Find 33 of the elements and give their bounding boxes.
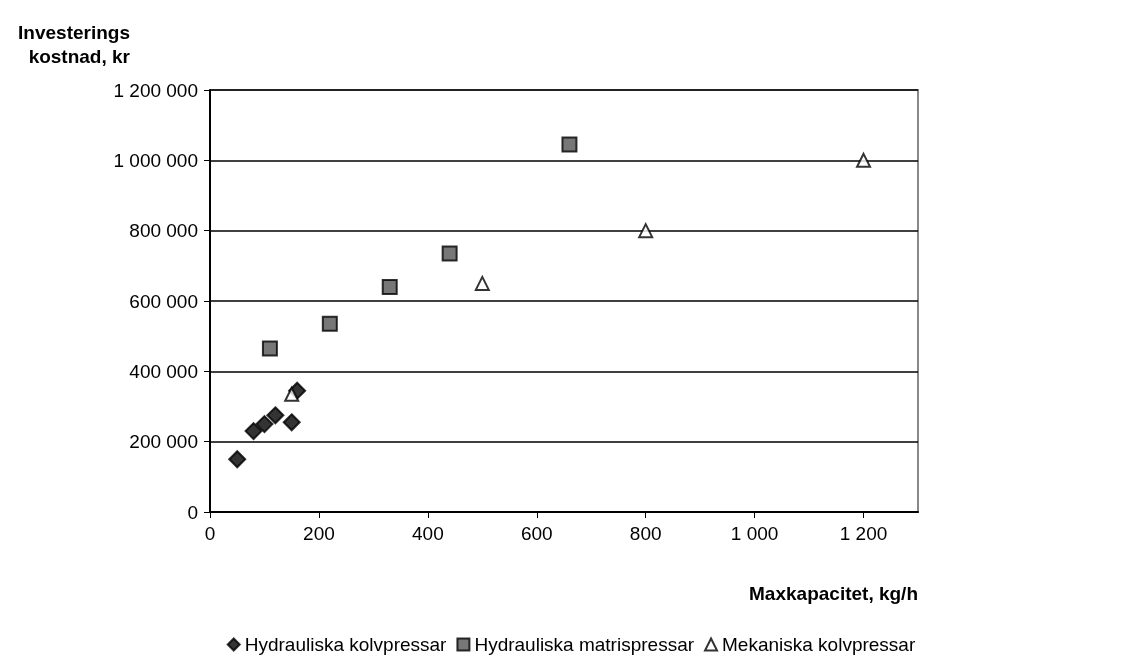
point xyxy=(266,406,285,425)
point xyxy=(255,415,274,434)
legend-label: Mekaniska kolvpressar xyxy=(722,634,916,655)
y-tick-label: 600 000 xyxy=(129,290,198,312)
point xyxy=(228,450,247,469)
point xyxy=(244,422,263,441)
x-tick-label: 1 200 xyxy=(839,523,888,544)
point xyxy=(321,315,338,332)
legend-label: Hydrauliska matrispressar xyxy=(474,634,695,655)
y-tick-label: 1 000 000 xyxy=(113,149,198,171)
x-tick-label: 400 xyxy=(411,523,444,544)
x-tick-label: 1 000 xyxy=(730,523,779,544)
y-axis-title: Investerings kostnad, kr xyxy=(18,21,131,67)
point xyxy=(441,245,458,262)
point xyxy=(561,136,578,153)
y-tick-label: 400 000 xyxy=(129,360,198,382)
y-tick-label: 0 xyxy=(187,501,198,523)
point xyxy=(284,386,300,402)
point xyxy=(638,223,654,239)
x-tick-label: 600 xyxy=(520,523,553,544)
x-tick-label: 200 xyxy=(303,523,335,544)
point xyxy=(261,340,278,357)
point xyxy=(474,275,490,291)
point xyxy=(282,413,301,432)
y-tick-label: 1 200 000 xyxy=(113,79,198,101)
point xyxy=(381,278,398,295)
point xyxy=(856,152,872,168)
y-tick-label: 200 000 xyxy=(129,431,198,453)
legend-label: Hydrauliska kolvpressar xyxy=(244,634,448,655)
x-tick-label: 0 xyxy=(204,523,216,544)
x-tick-label: 800 xyxy=(629,523,662,544)
x-axis-title: Maxkapacitet, kg/h xyxy=(749,583,918,604)
y-tick-label: 800 000 xyxy=(129,220,198,242)
